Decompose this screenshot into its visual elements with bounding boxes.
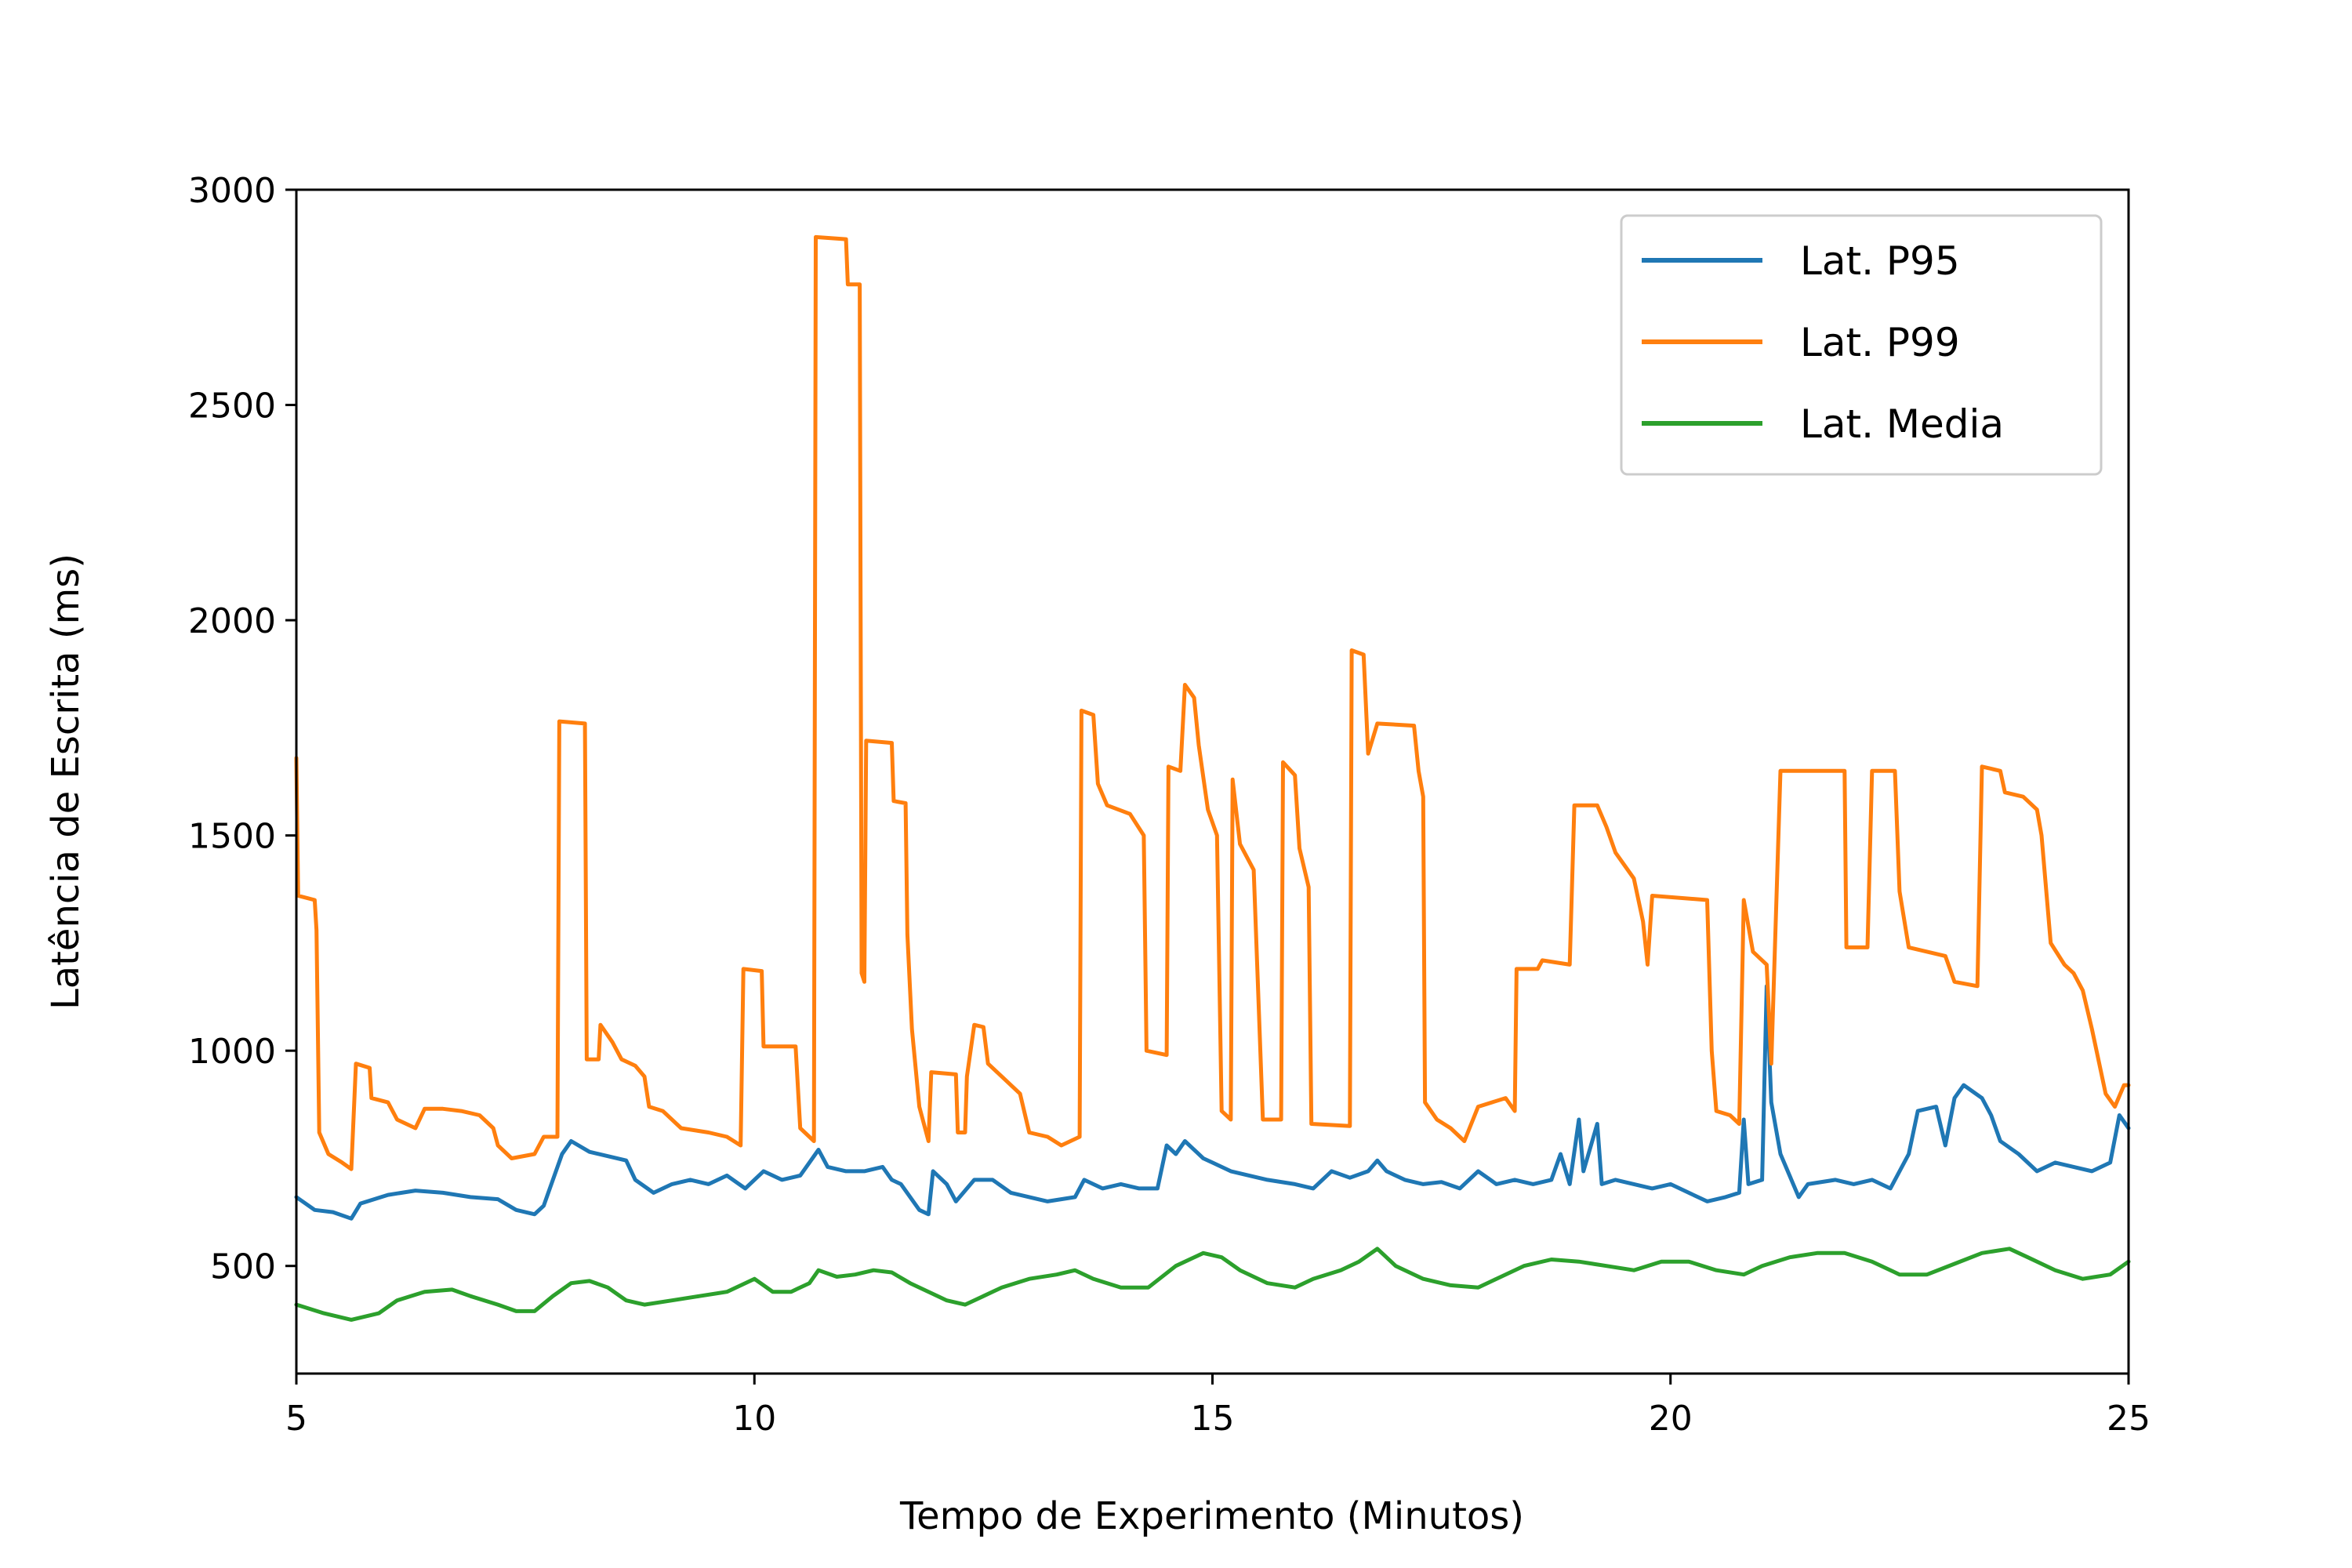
x-tick-label: 10 <box>732 1399 776 1439</box>
series-line-1 <box>294 234 2131 1171</box>
y-tick-label: 2500 <box>188 387 276 426</box>
series-line-0 <box>294 984 2131 1221</box>
legend-label-2: Lat. Media <box>1800 401 2004 447</box>
x-tick-label: 20 <box>1649 1399 1693 1439</box>
y-tick-label: 1500 <box>188 817 276 857</box>
x-tick-label: 25 <box>2107 1399 2151 1439</box>
y-tick-label: 2000 <box>188 601 276 641</box>
series-layer <box>294 234 2131 1322</box>
x-tick-label: 5 <box>285 1399 307 1439</box>
x-axis: 5 10 15 20 25 <box>285 1374 2151 1439</box>
legend-label-0: Lat. P95 <box>1800 238 1960 284</box>
y-tick-label: 500 <box>210 1247 276 1287</box>
y-tick-label: 3000 <box>188 171 276 211</box>
legend-box <box>1620 214 2103 476</box>
series-line-2 <box>294 1247 2131 1322</box>
x-tick-label: 15 <box>1191 1399 1235 1439</box>
y-axis-label: Latência de Escrita (ms) <box>44 554 88 1010</box>
legend: Lat. P95 Lat. P99 Lat. Media <box>1620 214 2103 476</box>
x-axis-label: Tempo de Experimento (Minutos) <box>899 1494 1524 1538</box>
legend-label-1: Lat. P99 <box>1800 320 1960 365</box>
y-axis: 500 1000 1500 2000 2500 3000 <box>188 171 296 1287</box>
y-tick-label: 1000 <box>188 1032 276 1072</box>
